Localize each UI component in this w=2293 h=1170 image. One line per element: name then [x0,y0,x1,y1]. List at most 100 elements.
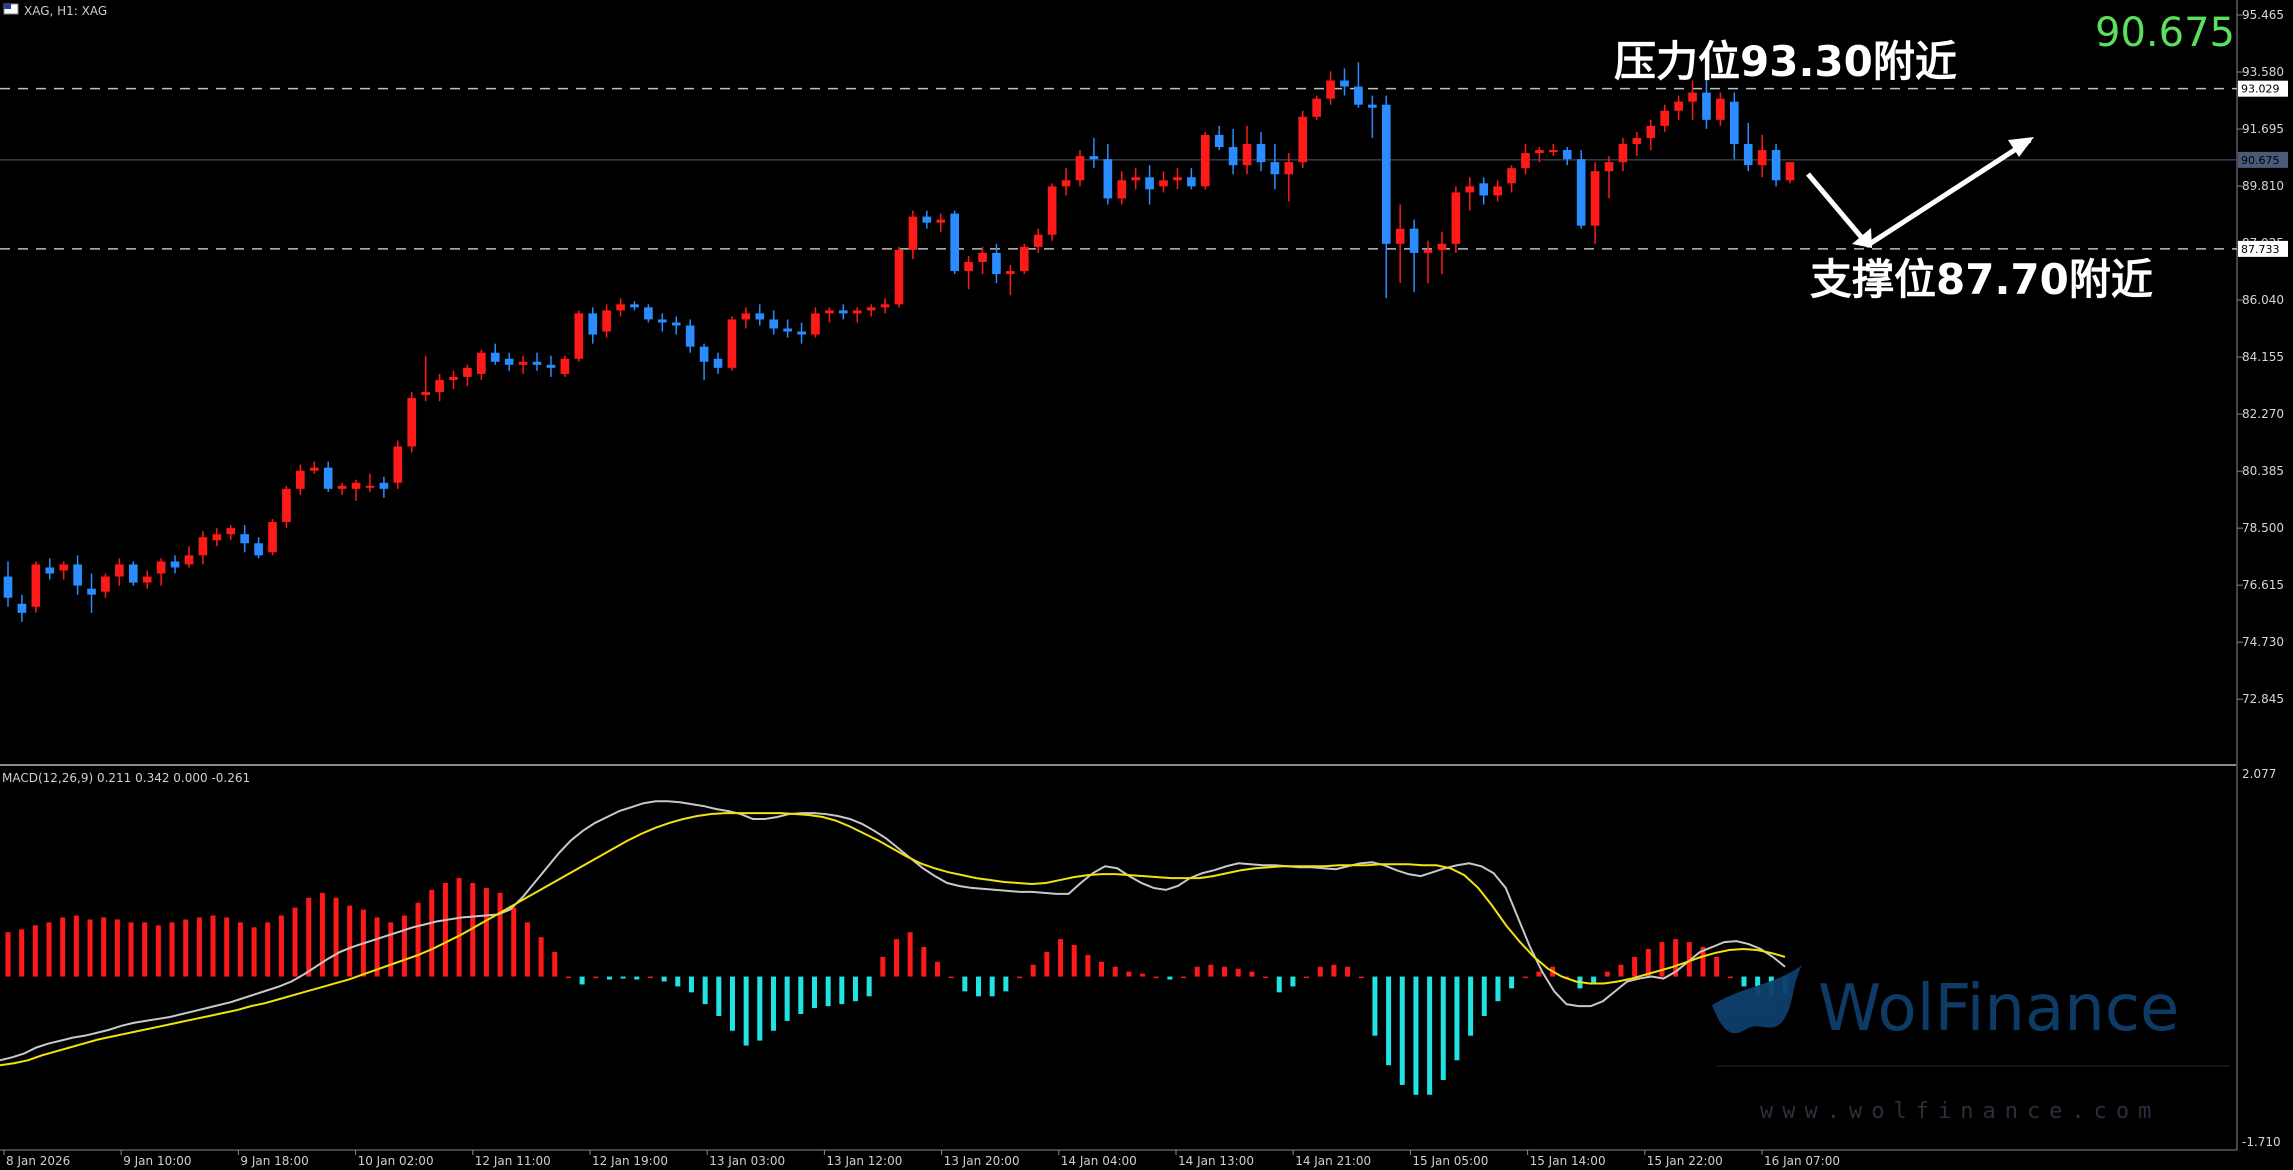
candle [1242,125,1252,175]
macd-bar [729,976,735,1031]
macd-bar [620,976,626,979]
price-tick-label: 82.270 [2242,407,2284,421]
macd-bar [1030,964,1036,977]
time-tick-label: 10 Jan 02:00 [358,1154,434,1168]
candle-body [1284,162,1294,175]
candle-body [282,488,291,523]
macd-bar [142,922,148,977]
candle-body [727,319,737,368]
macd-bar [1522,976,1528,979]
macd-bar [483,887,489,977]
candle-body [1590,171,1600,226]
macd-bar [1153,976,1159,979]
candle-body [616,304,625,311]
candle [1298,110,1308,169]
macd-bar [565,976,571,979]
candle [560,355,570,377]
macd-bar [1085,954,1091,977]
candle [1187,168,1196,190]
candle [1075,150,1085,187]
candle-body [1312,98,1321,117]
candle-body [17,603,27,613]
candle-body [1270,162,1280,175]
candle [1214,125,1224,151]
candle [838,304,848,320]
candle [1618,137,1628,172]
arrow-head [2008,137,2034,157]
macd-bar [907,932,913,977]
candle-body [797,331,806,335]
macd-bar [1399,976,1405,1085]
candle-body [1103,159,1113,199]
candle [644,304,653,323]
macd-bar [265,922,271,977]
candle-body [1159,180,1168,187]
macd-bar [224,917,230,977]
candle [894,246,904,308]
candle [880,298,890,314]
candle-body [240,534,249,544]
candle-body [1173,177,1182,181]
candle [365,473,375,492]
candle [866,304,876,317]
macd-bar [114,919,120,977]
candle-body [31,564,41,607]
macd-bar [278,915,284,977]
macd-bar [811,976,817,1009]
candle-body [908,216,918,250]
arrow-mid-head [1852,228,1872,248]
candle [156,558,166,586]
candle-body [741,313,751,320]
candle [1061,168,1071,196]
candle-body [866,307,876,311]
macd-bar [1222,966,1228,977]
time-tick-label: 15 Jan 05:00 [1412,1154,1488,1168]
candle-body [1075,156,1085,181]
candle-body [184,555,194,565]
candle [908,210,918,259]
macd-bar [1700,947,1706,977]
macd-bar [1249,971,1255,977]
flag-canton [4,4,11,9]
candlestick-series [3,62,1795,622]
candle [1409,219,1419,293]
macd-bar [60,917,66,977]
candle [518,355,528,374]
macd-bar [1468,976,1474,1036]
candle-body [1298,116,1308,163]
candle-body [838,310,848,314]
candle-body [1019,246,1029,272]
candle-body [671,322,681,326]
candle [685,319,695,353]
macd-bar [606,976,612,980]
candle-body [365,485,375,488]
candle [1312,95,1321,120]
candle [1228,128,1238,175]
candle [1089,137,1099,169]
candle [1785,162,1795,184]
candle [393,440,403,489]
candle [463,364,472,386]
candle [87,573,96,613]
macd-bar [1536,971,1542,977]
candle [504,352,514,371]
candle-body [1646,125,1656,138]
macd-bar [524,922,530,977]
candle [323,461,333,492]
candle-body [45,567,55,574]
macd-bar [511,907,517,977]
candle [755,304,765,326]
macd-bar [866,976,872,997]
candle-body [1771,150,1781,181]
macd-bar [415,902,421,977]
macd-bar [183,919,189,977]
macd-bar [962,976,968,992]
candle [1535,147,1544,163]
candle [1507,165,1516,193]
macd-bar [1591,976,1597,985]
candle [1145,165,1154,205]
time-tick-label: 13 Jan 12:00 [826,1154,902,1168]
candle-body [1340,80,1349,87]
macd-bar [128,922,134,977]
candle-body [1521,153,1530,169]
